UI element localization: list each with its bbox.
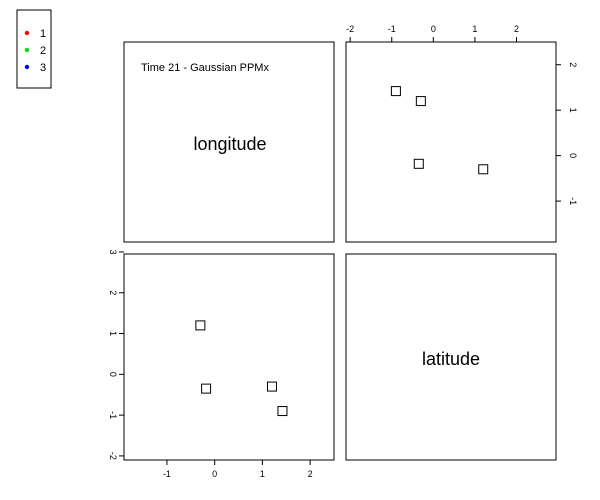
center-marker-cluster-1 <box>266 381 277 392</box>
tr-y-tick-label: -1 <box>568 197 578 205</box>
panel-top-right: -2 -1 0 1 2 -1 0 1 2 <box>345 24 578 243</box>
legend-marker-2 <box>24 47 30 53</box>
panel-bottom-right-frame <box>345 253 557 461</box>
legend-marker-3 <box>24 64 30 70</box>
legend: 1 2 3 <box>16 9 52 89</box>
bl-x-tick-label: 1 <box>260 469 265 479</box>
legend-marker-1 <box>24 30 30 36</box>
legend-box <box>16 9 52 89</box>
center-marker-cluster-1 <box>415 96 426 107</box>
bl-y-tick-label: 2 <box>108 290 118 295</box>
tr-y-tick-label: 1 <box>568 108 578 113</box>
diagonal-label-latitude: latitude <box>422 349 480 369</box>
center-marker-cluster-2 <box>201 383 212 394</box>
figure-title: Time 21 - Gaussian PPMx <box>141 62 269 74</box>
legend-label-3: 3 <box>40 62 46 74</box>
bl-y-tick-label: -1 <box>108 411 118 419</box>
panel-top-left: Time 21 - Gaussian PPMx longitude <box>123 41 335 243</box>
bl-x-tick-label: -1 <box>163 469 171 479</box>
tr-x-tick-label: -2 <box>346 24 354 34</box>
legend-label-1: 1 <box>40 28 46 40</box>
center-marker-cluster-3 <box>195 320 206 331</box>
tr-y-tick-label: 0 <box>568 153 578 158</box>
bl-y-tick-label: 3 <box>108 249 118 254</box>
tr-x-tick-label: 2 <box>514 24 519 34</box>
center-marker-cluster-1 <box>277 406 288 417</box>
tr-x-tick-label: 1 <box>472 24 477 34</box>
panel-bottom-left: -1 0 1 2 -2 -1 0 1 2 3 <box>108 249 335 479</box>
tr-y-tick-label: 2 <box>568 62 578 67</box>
center-marker-cluster-1 <box>390 86 401 97</box>
legend-label-2: 2 <box>40 45 46 57</box>
bl-y-tick-label: 0 <box>108 372 118 377</box>
panel-bottom-left-frame <box>123 253 335 461</box>
bl-x-tick-label: 0 <box>212 469 217 479</box>
tr-x-tick-label: 0 <box>431 24 436 34</box>
bl-y-tick-label: -2 <box>108 452 118 460</box>
panel-top-right-frame <box>345 41 557 243</box>
panel-top-left-frame <box>123 41 335 243</box>
center-marker-cluster-2 <box>413 158 424 169</box>
bl-x-tick-label: 2 <box>308 469 313 479</box>
panel-bottom-right: latitude <box>345 253 557 461</box>
tr-x-tick-label: -1 <box>388 24 396 34</box>
center-marker-cluster-3 <box>478 164 489 175</box>
diagonal-label-longitude: longitude <box>193 134 266 154</box>
bl-y-tick-label: 1 <box>108 331 118 336</box>
